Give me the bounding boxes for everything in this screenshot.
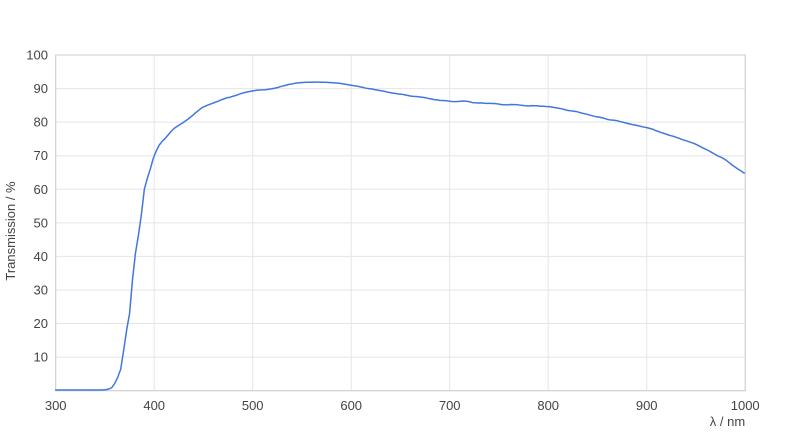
svg-text:50: 50 [34, 215, 48, 230]
svg-text:20: 20 [34, 316, 48, 331]
svg-text:600: 600 [340, 398, 362, 413]
svg-text:1000: 1000 [731, 398, 760, 413]
svg-text:800: 800 [537, 398, 559, 413]
svg-text:500: 500 [242, 398, 264, 413]
svg-text:900: 900 [636, 398, 658, 413]
svg-text:70: 70 [34, 148, 48, 163]
svg-text:700: 700 [439, 398, 461, 413]
svg-text:40: 40 [34, 249, 48, 264]
svg-text:80: 80 [34, 115, 48, 130]
svg-text:100: 100 [26, 48, 48, 63]
svg-text:λ / nm: λ / nm [710, 414, 745, 429]
svg-text:30: 30 [34, 283, 48, 298]
svg-text:90: 90 [34, 81, 48, 96]
svg-text:Transmission / %: Transmission / % [3, 181, 18, 281]
svg-text:10: 10 [34, 350, 48, 365]
svg-text:300: 300 [45, 398, 67, 413]
svg-text:60: 60 [34, 182, 48, 197]
svg-text:400: 400 [143, 398, 165, 413]
